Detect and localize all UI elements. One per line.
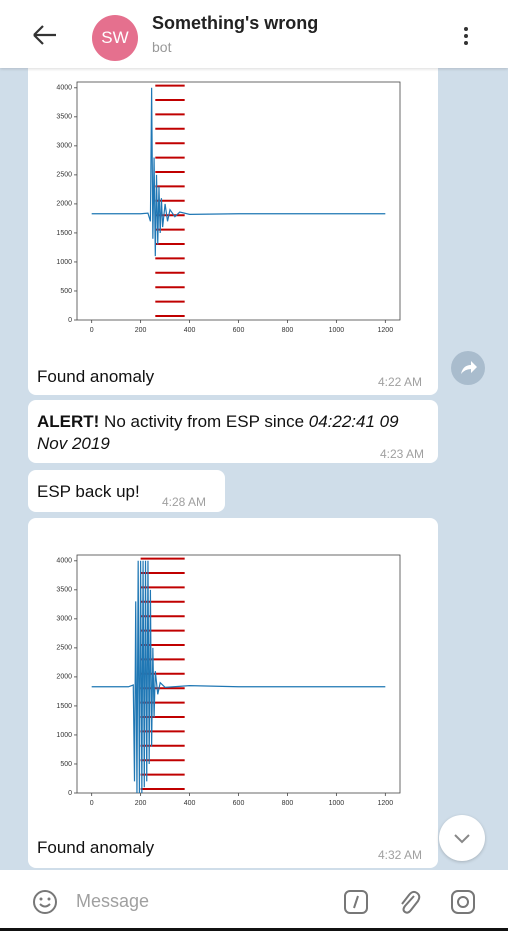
message-text: ALERT! No activity from ESP since 04:22:…	[37, 411, 433, 455]
x-tick-label: 600	[233, 800, 245, 807]
x-tick-label: 800	[282, 327, 294, 334]
x-tick-label: 1000	[329, 327, 345, 334]
plot-group	[91, 84, 386, 317]
chart-image: 0 500 1000 1500 2000 2500 3000 3500 4000 0 200 400 6…	[56, 554, 401, 807]
message-bubble: 0 500 1000 1500 2000 2500 3000 3500 4000 0 200 400 6…	[28, 518, 438, 868]
x-tick-label: 1000	[329, 800, 345, 807]
y-tick-label: 2000	[56, 201, 72, 208]
commands-button[interactable]	[343, 889, 369, 915]
camera-button[interactable]	[450, 889, 476, 915]
bold-text: ALERT!	[37, 412, 100, 431]
forward-button[interactable]	[451, 351, 485, 385]
x-tick-label: 600	[233, 327, 245, 334]
y-tick-label: 0	[68, 790, 72, 797]
caption: Found anomaly	[37, 838, 155, 857]
text: No activity from ESP since	[99, 412, 309, 431]
y-tick-label: 1000	[56, 259, 72, 266]
avatar: SW	[92, 15, 138, 61]
menu-button[interactable]	[462, 26, 470, 48]
message-bubble: ESP back up! 4:28 AM	[28, 470, 225, 512]
plot-group	[91, 557, 386, 793]
timestamp: 4:32 AM	[378, 848, 423, 862]
plot-area	[76, 554, 401, 794]
x-tick-label: 400	[184, 800, 196, 807]
chat-title: Something's wrong	[152, 13, 319, 33]
y-tick-label: 500	[60, 288, 72, 295]
message-text: ESP back up!	[37, 482, 140, 501]
y-tick-label: 4000	[56, 558, 72, 565]
x-tick-label: 400	[184, 327, 196, 334]
signal-line	[91, 560, 386, 793]
italic-text: 04:22:41 09 Nov 2019	[37, 412, 399, 453]
x-tick-label: 1200	[378, 327, 394, 334]
x-tick-label: 0	[90, 327, 94, 334]
bottom-edge	[0, 928, 508, 931]
signal-line	[91, 87, 386, 257]
message-bubble: 0 500 1000 1500 2000 2500 3000 3500 4000 0 200 400 6…	[28, 60, 438, 395]
timestamp: 4:28 AM	[162, 495, 207, 509]
y-tick-label: 3500	[56, 587, 72, 594]
message-bubble: ALERT! No activity from ESP since 04:22:…	[28, 400, 438, 463]
attach-button[interactable]	[396, 888, 422, 916]
emoji-button[interactable]	[32, 889, 58, 915]
timestamp: 4:23 AM	[380, 447, 425, 461]
y-tick-label: 1500	[56, 703, 72, 710]
x-tick-label: 1200	[378, 800, 394, 807]
y-tick-label: 3000	[56, 143, 72, 150]
y-tick-label: 0	[68, 317, 72, 324]
input-bar: Message	[0, 870, 508, 931]
y-tick-label: 2000	[56, 674, 72, 681]
chart-image: 0 500 1000 1500 2000 2500 3000 3500 4000 0 200 400 6…	[56, 81, 401, 334]
y-tick-label: 500	[60, 761, 72, 768]
plot-area	[76, 81, 401, 321]
header: SW Something's wrong bot	[0, 0, 508, 68]
timestamp: 4:22 AM	[378, 375, 423, 389]
y-tick-label: 1500	[56, 230, 72, 237]
message-input[interactable]: Message	[76, 891, 150, 911]
scroll-down-button[interactable]	[439, 815, 485, 861]
y-tick-label: 3500	[56, 114, 72, 121]
x-tick-label: 200	[135, 327, 147, 334]
x-tick-label: 200	[135, 800, 147, 807]
chat-subtitle: bot	[152, 39, 172, 55]
x-tick-label: 0	[90, 800, 94, 807]
y-tick-label: 2500	[56, 172, 72, 179]
caption: Found anomaly	[37, 367, 155, 386]
back-button[interactable]	[32, 24, 58, 46]
y-tick-label: 1000	[56, 732, 72, 739]
x-tick-label: 800	[282, 800, 294, 807]
y-tick-label: 2500	[56, 645, 72, 652]
y-tick-label: 3000	[56, 616, 72, 623]
y-tick-label: 4000	[56, 85, 72, 92]
